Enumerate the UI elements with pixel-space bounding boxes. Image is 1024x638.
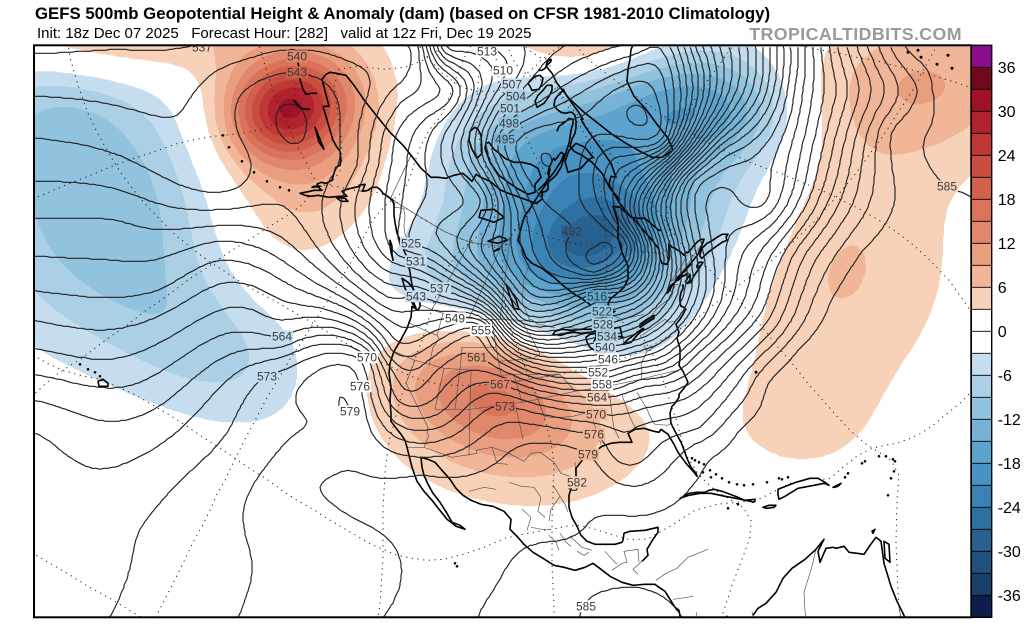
svg-text:585: 585 — [576, 599, 596, 613]
svg-text:564: 564 — [272, 329, 292, 343]
svg-text:534: 534 — [597, 329, 617, 343]
svg-text:537: 537 — [430, 281, 450, 295]
svg-text:525: 525 — [401, 236, 421, 250]
svg-text:543: 543 — [287, 65, 307, 79]
svg-text:585: 585 — [937, 179, 957, 193]
svg-text:573: 573 — [257, 369, 277, 383]
svg-text:0: 0 — [998, 324, 1007, 341]
svg-text:522: 522 — [592, 304, 612, 318]
svg-text:528: 528 — [593, 317, 613, 331]
svg-text:576: 576 — [584, 427, 604, 441]
svg-text:576: 576 — [350, 379, 370, 393]
svg-text:567: 567 — [490, 377, 510, 391]
svg-text:549: 549 — [445, 311, 465, 325]
svg-text:501: 501 — [500, 101, 520, 115]
svg-text:30: 30 — [998, 104, 1016, 121]
svg-text:492: 492 — [562, 224, 582, 238]
svg-text:552: 552 — [588, 365, 608, 379]
svg-text:-36: -36 — [998, 588, 1021, 605]
svg-text:558: 558 — [592, 377, 612, 391]
svg-text:555: 555 — [471, 323, 491, 337]
svg-text:510: 510 — [493, 63, 513, 77]
svg-text:-6: -6 — [998, 368, 1012, 385]
svg-text:-24: -24 — [998, 500, 1021, 517]
svg-text:561: 561 — [467, 350, 487, 364]
svg-text:12: 12 — [998, 236, 1016, 253]
svg-text:531: 531 — [406, 254, 426, 268]
svg-text:513: 513 — [477, 44, 497, 58]
svg-text:570: 570 — [357, 350, 377, 364]
svg-text:498: 498 — [499, 116, 519, 130]
svg-text:36: 36 — [998, 60, 1016, 77]
svg-text:537: 537 — [192, 40, 212, 54]
svg-text:570: 570 — [586, 407, 606, 421]
svg-text:504: 504 — [506, 89, 526, 103]
svg-text:-12: -12 — [998, 412, 1021, 429]
svg-text:6: 6 — [998, 280, 1007, 297]
svg-text:24: 24 — [998, 148, 1016, 165]
svg-text:573: 573 — [495, 399, 515, 413]
svg-text:507: 507 — [502, 77, 522, 91]
svg-text:-18: -18 — [998, 456, 1021, 473]
svg-text:543: 543 — [406, 289, 426, 303]
svg-text:540: 540 — [595, 340, 615, 354]
svg-text:579: 579 — [578, 447, 598, 461]
svg-text:540: 540 — [287, 49, 307, 63]
svg-text:546: 546 — [598, 352, 618, 366]
svg-text:18: 18 — [998, 192, 1016, 209]
svg-text:495: 495 — [495, 132, 515, 146]
svg-text:582: 582 — [567, 475, 587, 489]
svg-text:564: 564 — [587, 390, 607, 404]
svg-text:579: 579 — [340, 404, 360, 418]
svg-text:516: 516 — [587, 289, 607, 303]
svg-text:-30: -30 — [998, 544, 1021, 561]
